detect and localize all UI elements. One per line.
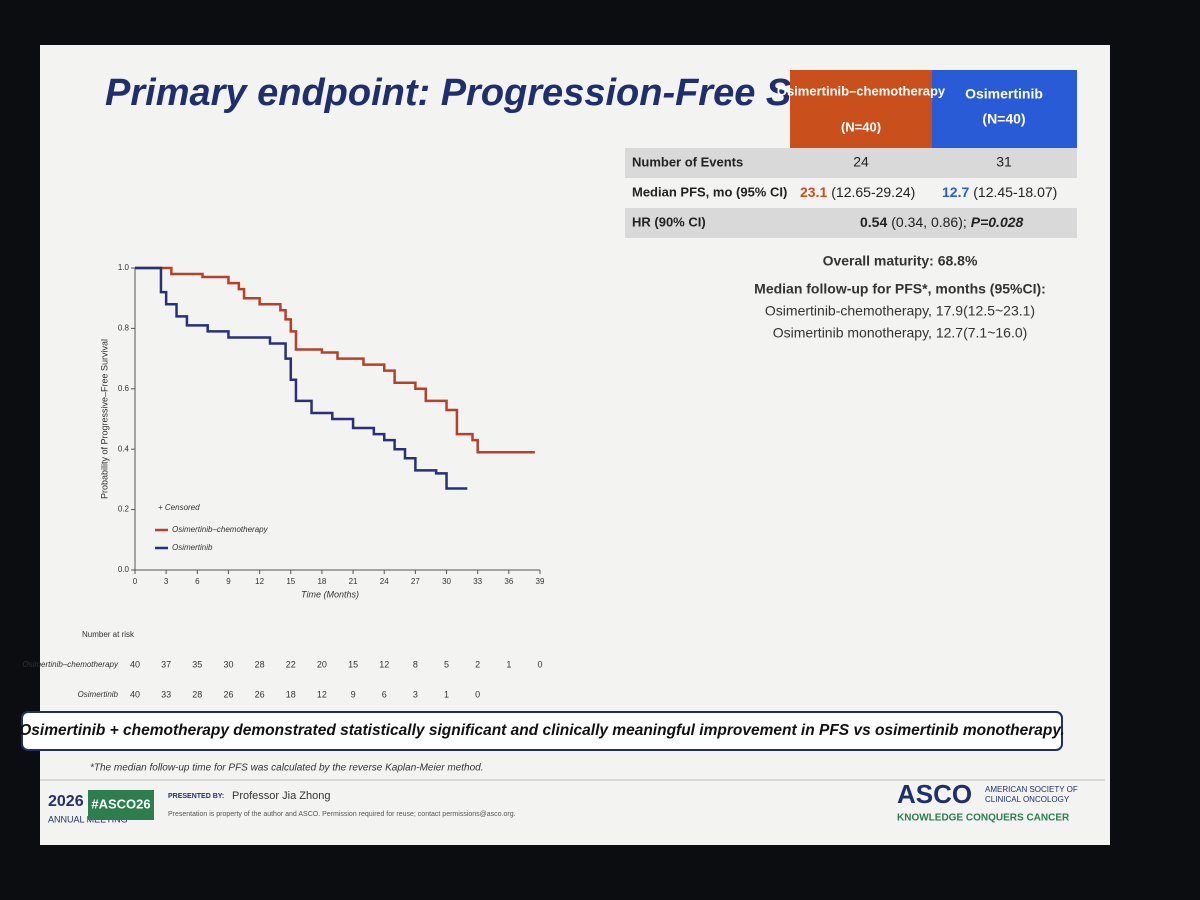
y-tick-label: 0.0: [118, 565, 130, 574]
col-header-bg: [790, 70, 932, 148]
x-axis-title: Time (Months): [301, 589, 359, 599]
risk-count: 0: [537, 659, 542, 669]
cell-value: 12.7: [942, 184, 969, 200]
risk-count: 1: [444, 689, 449, 699]
society: CLINICAL ONCOLOGY: [985, 795, 1070, 804]
x-tick-label: 0: [133, 577, 138, 586]
x-tick-label: 33: [473, 577, 482, 586]
risk-count: 12: [317, 689, 327, 699]
conclusion: Osimertinib + chemotherapy demonstrated …: [19, 722, 1065, 739]
x-tick-label: 18: [317, 577, 326, 586]
row-label: HR (90% CI): [632, 214, 706, 229]
conclusion-box: [21, 711, 1063, 751]
risk-count: 2: [475, 659, 480, 669]
cell: 23.1 (12.65-29.24): [800, 184, 915, 200]
cell-value: 0.54: [860, 214, 887, 230]
risk-count: 40: [130, 659, 140, 669]
cell: 12.7 (12.45-18.07): [942, 184, 1057, 200]
risk-count: 26: [255, 689, 265, 699]
risk-count: 5: [444, 659, 449, 669]
x-tick-label: 24: [380, 577, 389, 586]
y-tick-label: 1.0: [118, 263, 130, 272]
cell-value: 23.1: [800, 184, 827, 200]
y-axis-title: Probability of Progressive–Free Survival: [99, 339, 109, 499]
society: AMERICAN SOCIETY OF: [985, 785, 1078, 794]
p-value: P=0.028: [971, 214, 1024, 230]
x-tick-label: 9: [226, 577, 231, 586]
risk-count: 1: [506, 659, 511, 669]
legend-label: Osimertinib–chemotherapy: [172, 525, 269, 534]
risk-count: 28: [255, 659, 265, 669]
presenter: Professor Jia Zhong: [232, 790, 330, 802]
risk-count: 30: [223, 659, 233, 669]
y-tick-label: 0.6: [118, 384, 130, 393]
risk-title: Number at risk: [82, 630, 135, 639]
cell: 24: [853, 154, 869, 170]
risk-count: 26: [223, 689, 233, 699]
risk-count: 28: [192, 689, 202, 699]
y-tick-label: 0.4: [118, 444, 130, 453]
risk-count: 0: [475, 689, 480, 699]
risk-count: 18: [286, 689, 296, 699]
row-label: Median PFS, mo (95% CI): [632, 184, 787, 199]
risk-count: 9: [351, 689, 356, 699]
x-tick-label: 6: [195, 577, 200, 586]
x-tick-label: 30: [442, 577, 451, 586]
risk-row-label: Osimertinib–chemotherapy: [22, 660, 119, 669]
presented-by: PRESENTED BY:: [168, 793, 224, 800]
note: Osimertinib monotherapy, 12.7(7.1~16.0): [773, 325, 1028, 341]
footnote: *The median follow-up time for PFS was c…: [90, 763, 484, 774]
cell: 0.54 (0.34, 0.86); P=0.028: [860, 214, 1024, 230]
risk-count: 20: [317, 659, 327, 669]
x-tick-label: 39: [536, 577, 545, 586]
col-header: Osimertinib–chemotherapy: [777, 83, 946, 98]
col-header-n: (N=40): [841, 119, 881, 134]
cell: 31: [996, 154, 1012, 170]
risk-count: 15: [348, 659, 358, 669]
col-header: Osimertinib: [965, 86, 1043, 102]
slide-title: Primary endpoint: Progression-Free Survi…: [105, 72, 915, 114]
y-tick-label: 0.8: [118, 324, 130, 333]
tagline: KNOWLEDGE CONQUERS CANCER: [897, 813, 1070, 824]
risk-count: 3: [413, 689, 418, 699]
meeting-sub: ANNUAL MEETING: [48, 814, 128, 824]
x-tick-label: 15: [286, 577, 295, 586]
risk-count: 35: [192, 659, 202, 669]
y-tick-label: 0.2: [118, 505, 130, 514]
logo: ASCO: [897, 779, 972, 809]
risk-count: 8: [413, 659, 418, 669]
risk-count: 22: [286, 659, 296, 669]
col-header-n: (N=40): [982, 111, 1025, 127]
risk-count: 33: [161, 689, 171, 699]
survival-curve: [135, 266, 468, 490]
cell-ci: (0.34, 0.86);: [891, 214, 967, 230]
x-tick-label: 21: [349, 577, 358, 586]
legend-label: Osimertinib: [172, 543, 213, 552]
x-tick-label: 36: [504, 577, 513, 586]
x-tick-label: 3: [164, 577, 169, 586]
hashtag-bg: [88, 790, 154, 820]
row-bg: [625, 148, 1077, 178]
hashtag: #ASCO26: [91, 796, 150, 811]
risk-count: 12: [379, 659, 389, 669]
risk-row-label: Osimertinib: [78, 690, 119, 699]
row-bg: [625, 208, 1077, 238]
risk-count: 40: [130, 689, 140, 699]
plot: 0.00.20.40.60.81.00 3 6 9 12 15 18 21 24 27 30 33 36…: [22, 263, 545, 699]
x-tick-label: 27: [411, 577, 420, 586]
cell-ci: (12.45-18.07): [973, 184, 1057, 200]
cell-ci: (12.65-29.24): [831, 184, 915, 200]
risk-count: 37: [161, 659, 171, 669]
note: Median follow-up for PFS*, months (95%CI…: [754, 281, 1046, 297]
row-label: Number of Events: [632, 154, 743, 169]
col-header-bg: [932, 70, 1077, 148]
note: Osimertinib-chemotherapy, 17.9(12.5~23.1…: [765, 303, 1035, 319]
note: Overall maturity: 68.8%: [823, 253, 978, 269]
x-tick-label: 12: [255, 577, 264, 586]
legend-censored: + Censored: [158, 503, 200, 512]
survival-curve: [135, 266, 535, 454]
risk-count: 6: [382, 689, 387, 699]
rights: Presentation is property of the author a…: [168, 811, 516, 818]
